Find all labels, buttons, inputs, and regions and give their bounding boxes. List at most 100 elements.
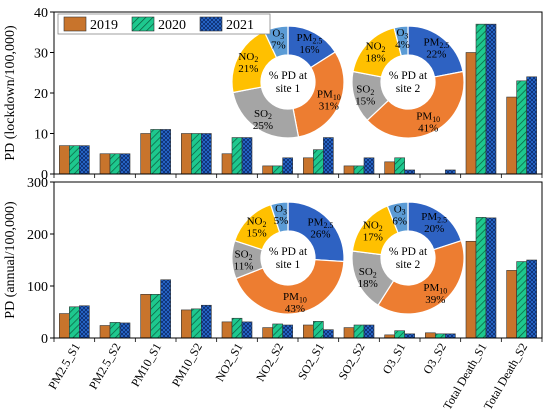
pie-slice-PM10 [235,259,345,315]
legend-swatch-2021 [199,16,223,32]
bar-2019-O3_S2 [425,332,436,339]
pie-slice-value: 39% [425,294,445,306]
bar-2020-O3_S1 [394,330,405,339]
pie-slice-name: PM2.5 [423,37,449,50]
bar-2020-NO2_S1 [231,137,243,175]
pie-slice-value: 15% [355,95,375,107]
x-tick-label: SO2_S2 [335,341,367,383]
bar-2020-O3_S1 [394,157,405,175]
bar-2021-PM2.5_S2 [119,153,131,175]
bar-2020-Total Death_S1 [475,23,487,175]
bar-2020-PM10_S1 [150,129,161,175]
bar-2021-O3_S1 [404,169,415,175]
bar-2019-SO2_S2 [343,165,355,175]
pie-label-PM2.5: PM2.520% [421,211,447,235]
pie-center-label: site 2 [396,83,421,95]
pie-center-label: % PD at [389,70,428,82]
pie-label-O3: O35% [274,203,289,227]
bar-2021-SO2_S2 [363,324,375,339]
bar-2021-PM2.5_S1 [79,145,90,175]
pie-slice-value: 21% [238,63,258,75]
bar-2021-SO2_S1 [323,137,334,175]
bar-2020-NO2_S2 [272,323,283,339]
pie-label-PM2.5: PM2.522% [423,37,449,61]
bar-2021-NO2_S1 [241,321,253,339]
pie-slice-name: O3 [396,27,408,40]
bar-2020-PM2.5_S1 [69,306,80,339]
pie-center-label: site 1 [276,83,301,95]
bar-2020-SO2_S2 [353,165,365,175]
pie-label-O3: O34% [395,27,410,51]
pie-slice-name: O3 [394,203,406,216]
bar-2019-NO2_S1 [221,153,233,175]
bar-2020-Total Death_S2 [516,261,527,339]
pie-slice-PM10 [292,51,345,138]
pie-slice-name: NO2 [238,51,258,64]
x-tick-label: PM2.5_S2 [86,341,124,392]
legend-swatch-2019 [63,16,87,32]
bar-2019-NO2_S1 [221,321,233,339]
bar-2019-NO2_S2 [262,327,273,339]
y-axis-label: PD (annual/100,000) [3,201,18,319]
pie-slice-PM10 [366,70,465,139]
x-tick-label: PM10_S2 [169,341,205,390]
y-tick-label: 30 [34,47,48,62]
pie-slice-name: PM2.5 [297,32,323,45]
bar-2020-NO2_S1 [231,317,243,339]
bar-2020-PM2.5_S2 [109,153,121,175]
bar-2019-PM2.5_S2 [99,153,111,175]
bar-2020-O3_S2 [435,333,446,339]
pie-slice-name: PM10 [423,282,447,295]
y-tick-label: 40 [34,6,48,21]
bar-2021-O3_S1 [404,333,415,339]
bar-2021-NO2_S2 [282,157,293,175]
pie-slice-value: 18% [365,53,385,65]
x-tick-label: SO2_S1 [295,341,327,383]
y-tick-label: 0 [41,332,48,347]
pie-slice-name: PM10 [416,111,440,124]
bar-2021-PM10_S1 [160,129,171,175]
pie-slice-O3 [269,201,289,234]
bar-2019-PM2.5_S1 [59,313,70,339]
pie-label-PM2.5: PM2.526% [308,217,334,241]
y-tick-label: 20 [34,87,48,102]
pie-slice-value: 4% [395,39,410,51]
pie-slice-name: O3 [272,28,284,41]
x-tick-label: PM2.5_S1 [45,341,83,392]
bar-2019-PM10_S1 [140,294,151,339]
pie-slice-value: 26% [310,229,330,241]
pie-label-O3: O37% [271,28,286,52]
y-tick-label: 300 [27,176,48,191]
bar-2020-PM2.5_S1 [69,145,80,175]
x-tick-label: O3_S2 [420,341,449,377]
bar-2020-PM2.5_S2 [109,322,121,339]
pie-slice-name: SO2 [356,83,374,96]
bar-2021-PM2.5_S2 [119,322,131,339]
bar-2021-SO2_S2 [363,157,375,175]
bar-2020-PM10_S1 [150,294,161,339]
bar-2021-O3_S2 [445,169,456,175]
bar-2019-PM10_S2 [181,309,192,339]
bar-2021-PM10_S2 [201,133,212,175]
pie-slice-name: PM2.5 [308,217,334,230]
x-tick-label: NO2_S1 [212,341,245,384]
bar-2021-NO2_S2 [282,324,293,339]
legend-swatch-2020 [131,16,155,32]
pie-slice-O3 [386,201,409,234]
pie-slice-value: 20% [424,223,444,235]
bar-2021-O3_S2 [445,333,456,339]
bar-2019-Total Death_S1 [465,240,477,339]
